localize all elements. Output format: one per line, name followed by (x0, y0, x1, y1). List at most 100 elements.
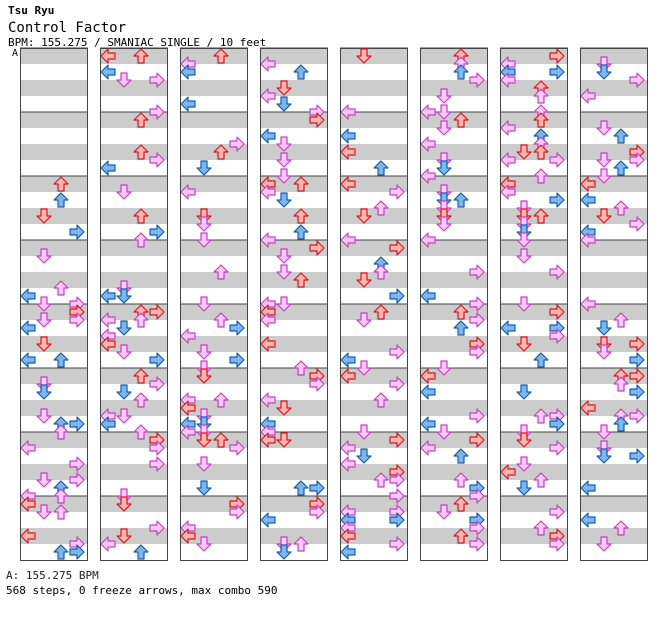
down-arrow-icon (516, 384, 532, 400)
down-arrow-icon (436, 216, 452, 232)
down-arrow-icon (596, 152, 612, 168)
left-arrow-icon (180, 96, 196, 112)
right-arrow-icon (389, 288, 405, 304)
down-arrow-icon (36, 208, 52, 224)
down-arrow-icon (436, 360, 452, 376)
left-arrow-icon (580, 400, 596, 416)
up-arrow-icon (293, 536, 309, 552)
up-arrow-icon (133, 208, 149, 224)
up-arrow-icon (613, 200, 629, 216)
right-arrow-icon (629, 72, 645, 88)
up-arrow-icon (613, 312, 629, 328)
up-arrow-icon (213, 48, 229, 64)
down-arrow-icon (196, 160, 212, 176)
up-arrow-icon (133, 112, 149, 128)
right-arrow-icon (149, 224, 165, 240)
left-arrow-icon (260, 88, 276, 104)
down-arrow-icon (276, 544, 292, 560)
up-arrow-icon (533, 168, 549, 184)
right-arrow-icon (149, 520, 165, 536)
right-arrow-icon (389, 488, 405, 504)
left-arrow-icon (580, 176, 596, 192)
right-arrow-icon (629, 152, 645, 168)
right-arrow-icon (149, 352, 165, 368)
up-arrow-icon (533, 472, 549, 488)
up-arrow-icon (373, 160, 389, 176)
left-arrow-icon (20, 320, 36, 336)
down-arrow-icon (116, 528, 132, 544)
left-arrow-icon (100, 48, 116, 64)
left-arrow-icon (260, 392, 276, 408)
up-arrow-icon (533, 208, 549, 224)
right-arrow-icon (389, 376, 405, 392)
up-arrow-icon (373, 264, 389, 280)
down-arrow-icon (276, 192, 292, 208)
up-arrow-icon (53, 424, 69, 440)
down-arrow-icon (276, 264, 292, 280)
down-arrow-icon (356, 360, 372, 376)
left-arrow-icon (100, 288, 116, 304)
left-arrow-icon (580, 296, 596, 312)
down-arrow-icon (196, 432, 212, 448)
arrow-group (580, 56, 645, 552)
up-arrow-icon (453, 528, 469, 544)
down-arrow-icon (36, 248, 52, 264)
chart-column (580, 47, 648, 561)
right-arrow-icon (389, 472, 405, 488)
up-arrow-icon (133, 424, 149, 440)
down-arrow-icon (436, 160, 452, 176)
up-arrow-icon (453, 472, 469, 488)
left-arrow-icon (340, 368, 356, 384)
left-arrow-icon (500, 120, 516, 136)
down-arrow-icon (116, 496, 132, 512)
down-arrow-icon (356, 424, 372, 440)
left-arrow-icon (340, 528, 356, 544)
right-arrow-icon (229, 136, 245, 152)
arrow-group (260, 56, 325, 560)
right-arrow-icon (549, 440, 565, 456)
up-arrow-icon (133, 392, 149, 408)
down-arrow-icon (196, 536, 212, 552)
left-arrow-icon (500, 184, 516, 200)
left-arrow-icon (500, 320, 516, 336)
right-arrow-icon (469, 312, 485, 328)
left-arrow-icon (100, 536, 116, 552)
left-arrow-icon (420, 104, 436, 120)
down-arrow-icon (596, 120, 612, 136)
up-arrow-icon (293, 64, 309, 80)
up-arrow-icon (133, 48, 149, 64)
left-arrow-icon (180, 64, 196, 80)
down-arrow-icon (356, 272, 372, 288)
left-arrow-icon (20, 496, 36, 512)
right-arrow-icon (389, 344, 405, 360)
down-arrow-icon (436, 504, 452, 520)
up-arrow-icon (453, 448, 469, 464)
up-arrow-icon (613, 160, 629, 176)
right-arrow-icon (229, 320, 245, 336)
up-arrow-icon (133, 312, 149, 328)
left-arrow-icon (100, 64, 116, 80)
right-arrow-icon (389, 536, 405, 552)
up-arrow-icon (533, 144, 549, 160)
down-arrow-icon (276, 296, 292, 312)
left-arrow-icon (180, 424, 196, 440)
arrow-group (420, 48, 485, 552)
down-arrow-icon (276, 432, 292, 448)
left-arrow-icon (420, 384, 436, 400)
right-arrow-icon (309, 240, 325, 256)
down-arrow-icon (36, 336, 52, 352)
right-arrow-icon (469, 296, 485, 312)
up-arrow-icon (293, 360, 309, 376)
down-arrow-icon (36, 472, 52, 488)
left-arrow-icon (340, 128, 356, 144)
down-arrow-icon (356, 208, 372, 224)
up-arrow-icon (533, 520, 549, 536)
up-arrow-icon (293, 224, 309, 240)
up-arrow-icon (453, 304, 469, 320)
right-arrow-icon (149, 304, 165, 320)
right-arrow-icon (549, 304, 565, 320)
right-arrow-icon (629, 368, 645, 384)
right-arrow-icon (69, 312, 85, 328)
right-arrow-icon (469, 488, 485, 504)
down-arrow-icon (196, 344, 212, 360)
